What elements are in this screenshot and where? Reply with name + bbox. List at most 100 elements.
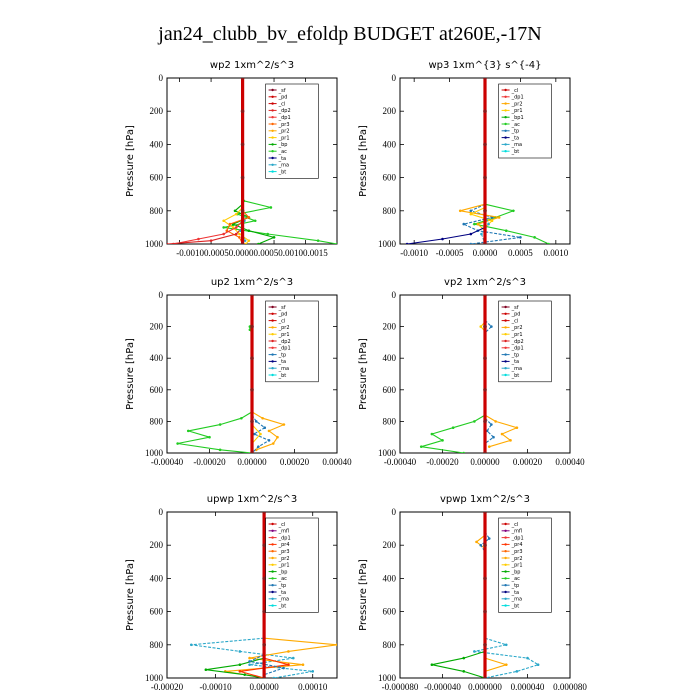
legend-label: _pd <box>278 312 288 318</box>
legend-label: _cl <box>511 88 519 94</box>
plot-frame <box>166 77 338 245</box>
legend-label: _bt <box>278 169 287 175</box>
data-point <box>483 388 487 392</box>
y-axis-label: Pressure [hPa] <box>358 125 369 197</box>
data-point <box>483 242 487 244</box>
x-tick-label: -0.00040 <box>384 457 417 467</box>
legend-label: _ma <box>511 142 522 148</box>
panel-title: vp2 1xm^2/s^3 <box>444 277 526 288</box>
data-point <box>261 416 264 420</box>
legend: _cl_mfl_dp1_pr4_pr3_pr2_pr1_bp_ac_tp_ta_… <box>498 517 552 613</box>
data-point <box>316 239 320 242</box>
y-tick-label: 200 <box>150 322 164 332</box>
legend-marker <box>271 536 274 539</box>
legend-marker <box>504 590 507 594</box>
data-point <box>234 226 238 229</box>
legend-label: _cl <box>278 522 286 528</box>
legend-label: _tp <box>511 352 520 358</box>
data-point <box>222 226 225 229</box>
x-tick-label: -0.0010 <box>400 248 428 258</box>
series-line <box>205 657 265 678</box>
legend-box <box>498 83 552 159</box>
data-point <box>512 209 515 213</box>
data-point <box>483 209 487 213</box>
legend-label: _pr4 <box>278 542 290 548</box>
y-axis-label: Pressure [hPa] <box>358 559 369 631</box>
data-point <box>254 420 258 423</box>
data-point <box>335 643 337 647</box>
x-tick-label: 0.00040 <box>322 457 352 467</box>
legend-marker <box>271 312 274 315</box>
legend-marker <box>271 163 274 166</box>
legend-marker <box>504 346 507 349</box>
legend-marker <box>504 122 507 126</box>
data-point <box>263 426 267 430</box>
y-tick-label: 800 <box>150 416 164 426</box>
legend-marker <box>504 339 507 343</box>
legend-label: _pr2 <box>278 325 290 331</box>
data-point <box>186 429 190 433</box>
series-group <box>176 295 286 453</box>
data-point <box>483 451 487 453</box>
data-point <box>483 175 487 180</box>
legend-label: _mfl <box>278 529 290 535</box>
x-tick-label: -0.00020 <box>193 457 226 467</box>
legend-label: _pr3 <box>278 549 290 555</box>
chart-panel-4: vp2 1xm^2/s^3 Pressure [hPa] 0 200 400 600 800… <box>358 277 585 467</box>
data-point <box>492 435 495 439</box>
data-point <box>276 435 279 439</box>
data-point <box>250 356 254 361</box>
data-point <box>282 666 285 670</box>
legend-label: _pd <box>511 312 521 318</box>
x-tick-label: 0.00040 <box>555 457 585 467</box>
legend: _cl_mfl_dp1_pr4_pr3_pr2_pr1_bp_ac_tp_ta_… <box>265 517 319 613</box>
x-tick-label: 0.0005 <box>508 248 533 258</box>
legend-marker <box>271 143 274 146</box>
legend-marker <box>504 367 507 370</box>
data-point <box>430 432 434 436</box>
data-point <box>248 656 251 660</box>
x-tick-label: 0.000080 <box>553 682 587 692</box>
legend-marker <box>271 136 274 139</box>
data-point <box>208 435 211 439</box>
data-point <box>473 420 476 423</box>
data-point <box>272 236 276 239</box>
legend-marker <box>504 604 507 607</box>
legend-label: _ma <box>278 366 289 372</box>
chart-panel-6: vpwp 1xm^2/s^3 Pressure [hPa] 0 200 400 600 80… <box>358 494 587 692</box>
legend: _sf_pd_cl_pr2_pr1_dp2_dp1_tp_ta_ma_bt <box>498 300 552 383</box>
legend-label: _dp2 <box>278 339 291 345</box>
data-point <box>419 445 423 448</box>
legend-label: _bt <box>511 149 520 155</box>
data-point <box>441 237 444 241</box>
data-point <box>483 512 487 514</box>
legend-label: _dp1 <box>511 95 524 101</box>
data-point <box>483 543 487 547</box>
x-tick-label: 0.00020 <box>280 457 310 467</box>
y-tick-label: 600 <box>383 173 397 183</box>
data-point <box>519 236 522 239</box>
legend-marker <box>271 367 274 370</box>
data-point <box>497 216 501 219</box>
y-tick-label: 400 <box>150 573 164 583</box>
legend-label: _tp <box>511 583 520 589</box>
legend-label: _ta <box>511 590 520 596</box>
data-point <box>483 419 487 424</box>
data-point <box>250 388 254 392</box>
legend-marker <box>504 116 507 119</box>
data-point <box>462 451 466 453</box>
data-point <box>473 650 476 653</box>
legend-label: _sf <box>278 88 286 94</box>
data-point <box>267 429 271 433</box>
legend-label: _ma <box>511 597 522 603</box>
legend-marker <box>504 373 507 377</box>
data-point <box>271 442 275 445</box>
legend-marker <box>504 570 507 573</box>
data-point <box>259 432 262 436</box>
legend-label: _ac <box>511 576 521 582</box>
legend-label: _sf <box>278 305 286 311</box>
data-point <box>473 222 476 226</box>
legend-label: _cl <box>278 101 286 107</box>
data-point <box>240 416 243 420</box>
data-point <box>483 676 487 678</box>
